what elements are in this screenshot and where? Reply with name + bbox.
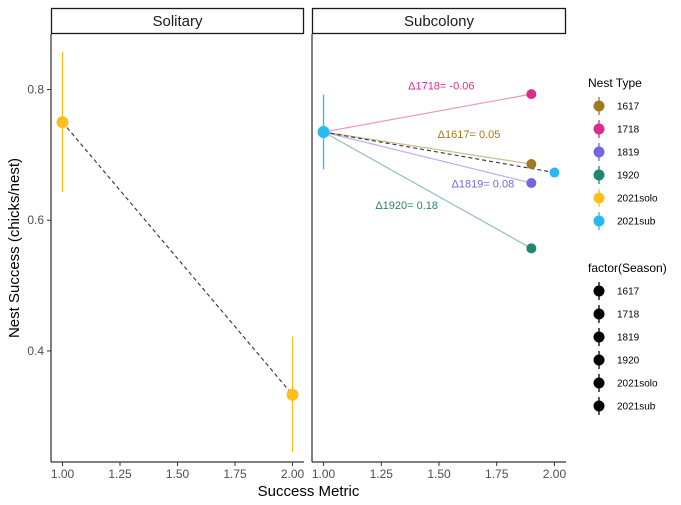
series-line-1718 <box>323 93 532 133</box>
x-tick-label: 1.25 <box>370 467 394 481</box>
legend-key-point <box>593 354 605 366</box>
point-2021solo <box>56 116 69 129</box>
x-tick-label: 1.00 <box>51 467 75 481</box>
point-1920 <box>526 243 537 254</box>
point-2021sub <box>317 126 330 139</box>
point-1718 <box>526 89 537 100</box>
x-tick-label: 1.25 <box>108 467 132 481</box>
legend-key-point <box>593 215 605 227</box>
y-tick-label: 0.8 <box>27 83 44 97</box>
y-tick-label: 0.4 <box>27 344 44 358</box>
point-1819 <box>526 177 537 188</box>
legend-nest-type: Nest Type 1617 1718 1819 1920 2021solo 2021sub <box>588 76 658 230</box>
legend-label: 1718 <box>617 310 640 321</box>
legend-key-point <box>593 377 605 389</box>
x-tick-label: 1.75 <box>223 467 247 481</box>
legend-label: 1819 <box>617 333 640 344</box>
legend-title: Nest Type <box>588 76 642 90</box>
annotation-1718: Δ1718= -0.06 <box>408 81 474 93</box>
legend-label: 2021solo <box>617 194 658 205</box>
point-1617 <box>526 159 537 170</box>
x-tick-label: 2.00 <box>543 467 567 481</box>
legend-key-point <box>593 146 605 158</box>
legend-label: 2021sub <box>617 217 656 228</box>
legend-label: 1920 <box>617 171 640 182</box>
legend-key-point <box>593 400 605 412</box>
legend-label: 1617 <box>617 287 640 298</box>
legend-key-point <box>593 100 605 112</box>
strip-box <box>311 7 567 35</box>
panel-solitary: Solitary 1.00 1.25 1.50 1.75 2.00 0.4 0.6 0.8 <box>27 7 305 481</box>
legend-label: 1819 <box>617 148 640 159</box>
series-line-1920 <box>323 131 532 249</box>
legend-season: factor(Season) 1617 1718 1819 1920 2021solo 20… <box>588 261 667 415</box>
legend-label: 2021sub <box>617 402 656 413</box>
annotation-1920: Δ1920= 0.18 <box>375 200 438 212</box>
x-tick-label: 1.75 <box>485 467 509 481</box>
strip-box <box>50 7 305 35</box>
legend-label: 1617 <box>617 102 640 113</box>
point-2021solo <box>286 388 299 401</box>
annotation-1819: Δ1819= 0.08 <box>452 179 515 191</box>
legend-key-point <box>593 331 605 343</box>
legend-label: 1920 <box>617 356 640 367</box>
legend-key-point <box>593 192 605 204</box>
y-tick-label: 0.6 <box>27 213 44 227</box>
point-2021sub <box>549 167 560 178</box>
legend-label: 2021solo <box>617 379 658 390</box>
series-line-1617 <box>323 131 532 165</box>
series-line-1819 <box>323 131 532 184</box>
legend-label: 1718 <box>617 125 640 136</box>
y-axis-title: Nest Success (chicks/nest) <box>6 158 23 338</box>
dashed-trend-line <box>62 121 293 396</box>
strip-label: Solitary <box>152 13 203 30</box>
panel-subcolony: Subcolony 1.00 1.25 1.50 1.75 2.00 Δ1718= -0.0… <box>311 7 567 481</box>
x-tick-label: 1.50 <box>166 467 190 481</box>
x-tick-label: 2.00 <box>281 467 305 481</box>
legend-key-point <box>593 123 605 135</box>
x-axis-title: Success Metric <box>258 483 360 500</box>
x-tick-label: 1.50 <box>427 467 451 481</box>
strip-label: Subcolony <box>404 13 475 30</box>
legend-key-point <box>593 285 605 297</box>
legend-key-point <box>593 308 605 320</box>
legend-title: factor(Season) <box>588 261 667 275</box>
annotation-1617: Δ1617= 0.05 <box>438 129 501 141</box>
x-tick-label: 1.00 <box>312 467 336 481</box>
legend-key-point <box>593 169 605 181</box>
